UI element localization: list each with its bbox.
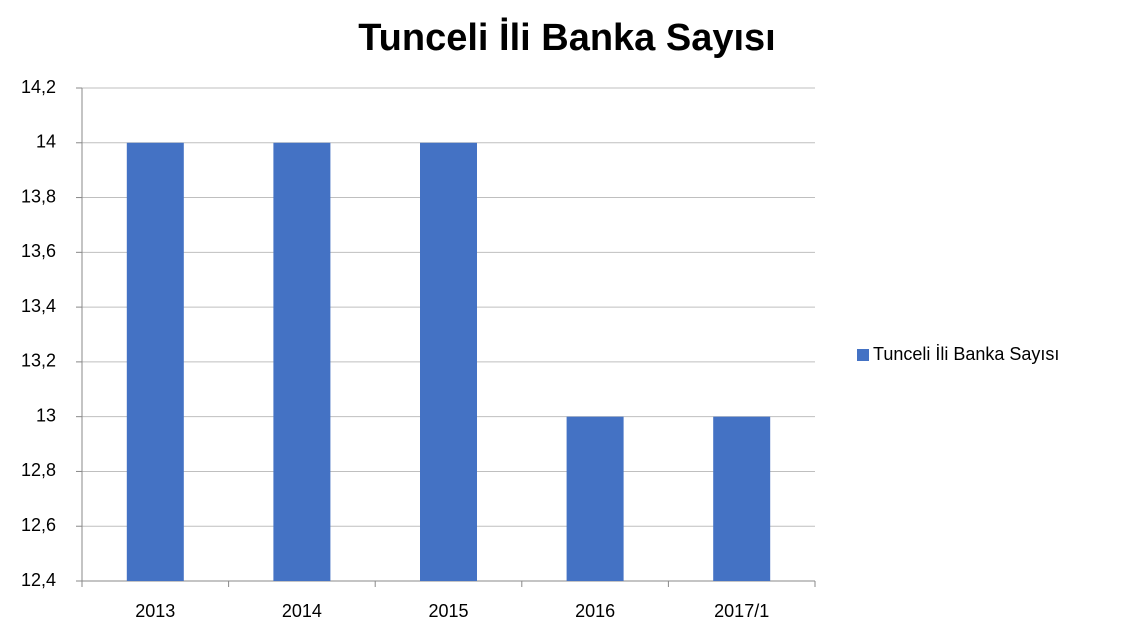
y-tick-label: 13,6 [21,241,56,261]
y-tick-label: 12,4 [21,570,56,590]
x-tick-label: 2015 [428,601,468,621]
y-tick-label: 12,8 [21,460,56,480]
bar [126,142,184,581]
bar [566,416,624,581]
y-tick-label: 13,4 [21,296,56,316]
x-tick-label: 2014 [282,601,322,621]
chart-title: Tunceli İli Banka Sayısı [358,17,775,59]
y-tick-label: 14,2 [21,77,56,97]
y-tick-label: 13 [36,405,56,425]
y-tick-label: 13,8 [21,186,56,206]
bar [273,142,331,581]
x-tick-label: 2013 [135,601,175,621]
y-tick-label: 14 [36,132,56,152]
x-tick-label: 2016 [575,601,615,621]
legend-swatch [857,349,869,361]
x-tick-label: 2017/1 [714,601,769,621]
y-tick-label: 12,6 [21,515,56,535]
legend-label: Tunceli İli Banka Sayısı [873,344,1059,364]
y-tick-label: 13,2 [21,351,56,371]
bar [713,416,771,581]
bar [420,142,477,581]
